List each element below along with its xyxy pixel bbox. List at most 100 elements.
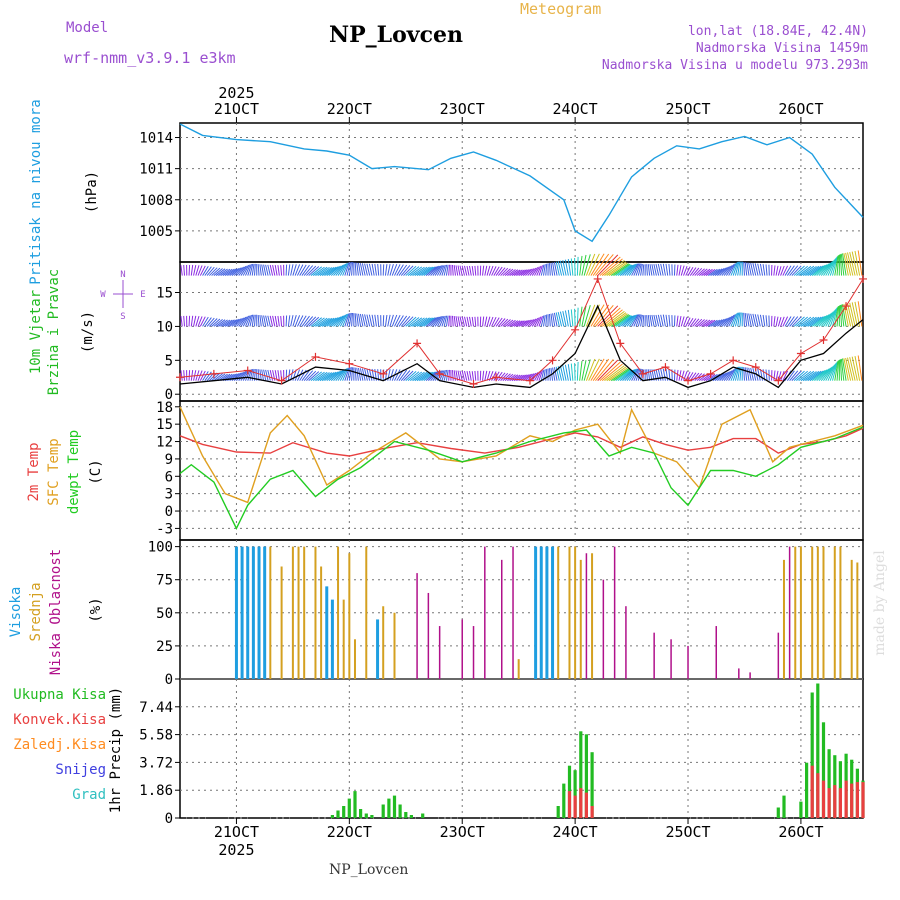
gust-marker (379, 369, 388, 378)
wind-barb (296, 315, 304, 327)
y-tick-label: 1005 (139, 224, 173, 240)
wind-barb (637, 263, 642, 276)
wind-barb (765, 369, 768, 381)
wind-barb (312, 266, 325, 276)
wind-barb (701, 268, 711, 276)
wind-barb (310, 371, 323, 382)
wind-barb (714, 373, 725, 382)
wind-barb (222, 319, 233, 327)
wind-barb (190, 264, 194, 276)
wind-barb (574, 308, 576, 327)
gust-marker (345, 359, 354, 368)
precip-bar (827, 788, 831, 818)
wind-barb (407, 266, 420, 276)
wind-barb (443, 264, 448, 276)
wind-barb (840, 253, 845, 276)
wind-barb (816, 368, 830, 382)
wind-barb (238, 370, 247, 381)
wind-barb (730, 367, 738, 381)
wind-barb (728, 263, 736, 276)
wind-barb (540, 315, 545, 327)
wind-barb (635, 314, 641, 327)
gust-marker (842, 302, 851, 311)
wind-barb (827, 309, 837, 327)
wind-barb (564, 310, 569, 327)
wind-barb (292, 264, 297, 276)
wind-barb (452, 264, 454, 276)
wind-barb (211, 267, 221, 276)
wind-barb (195, 265, 200, 276)
wind-barb (687, 317, 694, 327)
wind-barb (651, 264, 655, 276)
wind-barb (242, 264, 250, 276)
wind-barb (748, 262, 752, 276)
wind-barb (708, 268, 718, 276)
wind-barb (238, 265, 247, 276)
precip-legend-4: Grad (72, 787, 106, 803)
wind-barb (816, 314, 830, 327)
wind-barb (410, 317, 423, 327)
wind-barb (488, 316, 494, 327)
wind-barb (626, 263, 637, 276)
precip-bar (404, 812, 408, 818)
wind-barb (405, 371, 417, 382)
wind-barb (538, 265, 543, 276)
wind-barb (748, 313, 752, 327)
wind-unit: (m/s) (80, 311, 96, 353)
gust-marker (492, 373, 501, 382)
wind-barb (780, 265, 785, 276)
gust-marker (571, 325, 580, 334)
wind-barb (628, 263, 638, 276)
wind-barb (678, 316, 682, 327)
wind-barb (734, 312, 740, 327)
wind-barb (356, 262, 359, 276)
wind-barb (626, 368, 637, 381)
wind-barb (261, 315, 265, 327)
wind-barb (434, 265, 443, 276)
wind-barb (705, 319, 716, 327)
wind-barb (703, 268, 713, 276)
gust-marker (548, 356, 557, 365)
wind-barb (628, 314, 638, 327)
wind-barb (680, 265, 685, 276)
y-tick-label: 9 (165, 452, 173, 468)
wind-barb (552, 313, 556, 327)
pressure-title: Pritisak na nivou mora (28, 99, 44, 284)
wind-barb (714, 267, 725, 276)
wind-barb (245, 315, 251, 327)
wind-barb (683, 316, 688, 327)
wind-barb (368, 368, 373, 381)
wind-barb (842, 304, 847, 327)
wind-barb (486, 316, 491, 327)
wind-barb (240, 316, 248, 327)
x-tick-label-top: 21OCT (214, 100, 259, 118)
wind-barb (303, 370, 314, 381)
gust-marker (176, 373, 184, 382)
wind-barb (310, 317, 323, 327)
wind-barb (269, 264, 274, 276)
wind-barb (358, 367, 362, 381)
wind-barb (585, 304, 596, 327)
wind-barb (583, 254, 591, 276)
wind-barb (622, 264, 635, 276)
wind-barb (335, 315, 345, 327)
y-tick-label: 1008 (139, 193, 173, 209)
model-label: Model (66, 20, 109, 36)
wind-barbs (180, 250, 863, 382)
footer-station: NP_Lovcen (329, 862, 409, 878)
wind-barb (588, 253, 600, 276)
wind-barb (317, 317, 330, 327)
wind-barb (195, 315, 200, 327)
wind-barb (337, 368, 347, 381)
wind-barb (396, 264, 404, 276)
wind-barb (180, 316, 183, 327)
wind-barb (389, 263, 394, 276)
wind-barb (400, 265, 411, 276)
wind-barb (710, 268, 721, 276)
precip-bar (850, 783, 854, 818)
wind-barb (836, 255, 840, 276)
location-info: lon,lat (18.84E, 42.4N) (687, 24, 868, 39)
wind-gust-line (179, 277, 864, 385)
wind-barb (823, 311, 834, 327)
wind-barb (358, 262, 362, 276)
